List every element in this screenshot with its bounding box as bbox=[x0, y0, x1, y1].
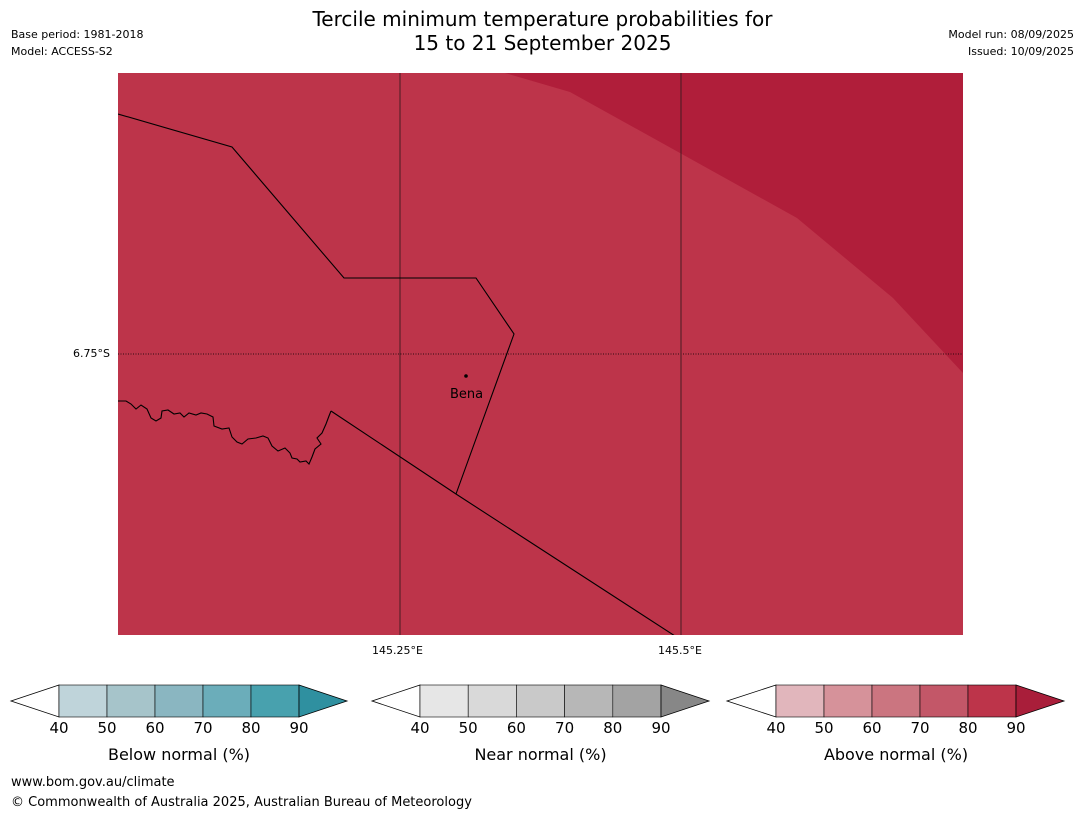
colorbar-tick-label: 80 bbox=[241, 719, 261, 737]
colorbar-segment bbox=[419, 684, 469, 718]
colorbar-segment bbox=[202, 684, 252, 718]
colorbar-segment bbox=[823, 684, 873, 718]
colorbar-tick-label: 50 bbox=[814, 719, 834, 737]
page-title: Tercile minimum temperature probabilitie… bbox=[0, 7, 1085, 55]
colorbar-segment bbox=[250, 684, 300, 718]
colorbar-near-normal-label: Near normal (%) bbox=[474, 745, 607, 764]
coastline bbox=[118, 400, 332, 465]
colorbar-min-arrow bbox=[9, 684, 60, 718]
colorbar-tick-label: 60 bbox=[506, 719, 526, 737]
colorbar-above-normal bbox=[725, 684, 1066, 718]
colorbar-segment bbox=[775, 684, 825, 718]
colorbar-segment bbox=[871, 684, 921, 718]
colorbar-tick-label: 70 bbox=[193, 719, 213, 737]
colorbar-tick-label: 50 bbox=[458, 719, 478, 737]
longitude-label-2: 145.5°E bbox=[658, 644, 702, 657]
place-label-bena: Bena bbox=[450, 387, 484, 402]
colorbar-segment bbox=[967, 684, 1017, 718]
meta-right: Model run: 08/09/2025 Issued: 10/09/2025 bbox=[948, 26, 1074, 60]
colorbar-min-arrow bbox=[370, 684, 421, 718]
place-marker-dot bbox=[464, 374, 468, 378]
colorbar-max-arrow bbox=[660, 684, 711, 718]
colorbar-tick-label: 90 bbox=[651, 719, 671, 737]
longitude-label-1: 145.25°E bbox=[372, 644, 423, 657]
latitude-label: 6.75°S bbox=[73, 347, 110, 360]
model-text: Model: ACCESS-S2 bbox=[11, 45, 113, 58]
colorbar-tick-label: 40 bbox=[766, 719, 786, 737]
colorbar-tick-label: 40 bbox=[49, 719, 69, 737]
colorbar-segment bbox=[612, 684, 662, 718]
colorbar-segment bbox=[516, 684, 565, 718]
colorbar-near-normal bbox=[370, 684, 711, 718]
province-boundary-north bbox=[118, 113, 515, 495]
colorbar-below-normal bbox=[9, 684, 349, 718]
colorbar-segment bbox=[154, 684, 204, 718]
footer-copyright: © Commonwealth of Australia 2025, Austra… bbox=[11, 795, 472, 810]
colorbar-tick-label: 50 bbox=[97, 719, 117, 737]
colorbar-max-arrow bbox=[298, 684, 349, 718]
colorbar-segment bbox=[467, 684, 517, 718]
colorbar-tick-label: 70 bbox=[910, 719, 930, 737]
model-run-text: Model run: 08/09/2025 bbox=[948, 28, 1074, 41]
issued-text: Issued: 10/09/2025 bbox=[967, 45, 1074, 58]
province-boundary-south bbox=[330, 410, 675, 635]
title-line-1: Tercile minimum temperature probabilitie… bbox=[312, 7, 773, 31]
title-line-2: 15 to 21 September 2025 bbox=[413, 31, 672, 55]
colorbar-segment bbox=[564, 684, 614, 718]
colorbar-segment bbox=[58, 684, 108, 718]
colorbar-segment bbox=[919, 684, 969, 718]
colorbar-below-normal-label: Below normal (%) bbox=[107, 745, 251, 764]
colorbar-tick-label: 60 bbox=[862, 719, 882, 737]
colorbar-tick-label: 60 bbox=[145, 719, 165, 737]
colorbar-min-arrow bbox=[725, 684, 777, 718]
colorbar-max-arrow bbox=[1015, 684, 1066, 718]
footer-website[interactable]: www.bom.gov.au/climate bbox=[11, 775, 175, 790]
colorbars bbox=[9, 684, 1066, 718]
colorbar-tick-label: 40 bbox=[410, 719, 430, 737]
high-probability-region bbox=[505, 73, 963, 373]
colorbar-tick-label: 70 bbox=[555, 719, 575, 737]
colorbar-tick-label: 80 bbox=[603, 719, 623, 737]
colorbar-segment bbox=[106, 684, 156, 718]
base-period-text: Base period: 1981-2018 bbox=[11, 28, 144, 41]
colorbar-above-normal-label: Above normal (%) bbox=[823, 745, 969, 764]
colorbar-tick-label: 90 bbox=[289, 719, 309, 737]
meta-left: Base period: 1981-2018 Model: ACCESS-S2 bbox=[11, 26, 143, 60]
colorbar-tick-label: 90 bbox=[1006, 719, 1026, 737]
colorbar-tick-label: 80 bbox=[958, 719, 978, 737]
